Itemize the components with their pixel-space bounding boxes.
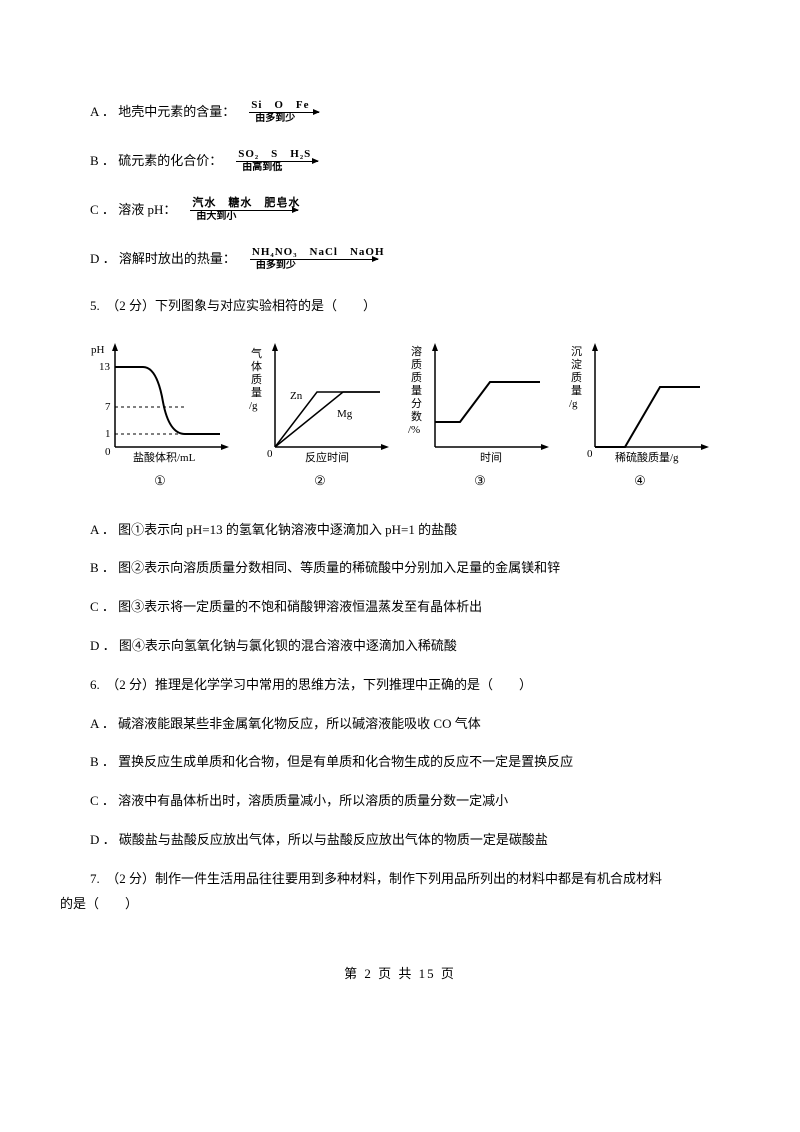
svg-text:量: 量 — [251, 386, 262, 399]
arrow-bottom-b: 由高到低 — [236, 162, 282, 174]
svg-text:/g: /g — [569, 398, 578, 410]
letter: D — [90, 251, 99, 266]
option-c: C ． 溶液 pH： 汽水 糖水 肥皂水 由大到小 — [90, 198, 740, 223]
arrow-bottom-a: 由多到少 — [249, 113, 295, 125]
svg-text:Mg: Mg — [337, 408, 353, 420]
arrow-bottom-d: 由多到少 — [250, 260, 296, 272]
graph-4-tag: ④ — [634, 471, 646, 492]
svg-text:分: 分 — [411, 397, 422, 410]
svg-text:淀: 淀 — [571, 357, 582, 371]
option-b-label: B ． 硫元素的化合价： — [90, 151, 222, 172]
svg-text:数: 数 — [411, 410, 422, 423]
arrow-top-b: SO₂ S H₂S — [236, 149, 311, 160]
graph-2: 气 体 质 量 /g 0 Zn Mg 反应时间 ② — [240, 337, 400, 492]
svg-text:0: 0 — [587, 448, 593, 460]
arrow-bottom-c: 由大到小 — [190, 211, 236, 223]
q6-choice-a: A ． 碱溶液能跟某些非金属氧化物反应，所以碱溶液能吸收 CO 气体 — [90, 714, 740, 735]
option-a: A ． 地壳中元素的含量： Si O Fe 由多到少 — [90, 100, 740, 125]
svg-text:量: 量 — [571, 384, 582, 397]
svg-text:13: 13 — [99, 361, 111, 373]
option-c-label: C ． 溶液 pH： — [90, 200, 176, 221]
svg-text:反应时间: 反应时间 — [305, 450, 349, 464]
svg-text:体: 体 — [251, 359, 262, 373]
q6-choice-d: D ． 碳酸盐与盐酸反应放出气体，所以与盐酸反应放出气体的物质一定是碳酸盐 — [90, 830, 740, 851]
arrow-d: NH₄NO₃ NaCl NaOH 由多到少 — [250, 247, 385, 272]
arrow-line-c — [190, 210, 298, 211]
arrow-top-a: Si O Fe — [249, 100, 309, 111]
q6-choice-c: C ． 溶液中有晶体析出时，溶质质量减小，所以溶质的质量分数一定减小 — [90, 791, 740, 812]
graph-1: pH 13 7 1 0 盐酸体积/mL ① — [80, 337, 240, 492]
text: 溶解时放出的热量： — [119, 251, 236, 266]
text: 地壳中元素的含量： — [118, 104, 235, 119]
svg-text:/%: /% — [408, 424, 420, 436]
q6-choice-b: B ． 置换反应生成单质和化合物，但是有单质和化合物生成的反应不一定是置换反应 — [90, 752, 740, 773]
q6-stem: 6. （2 分）推理是化学学习中常用的思维方法，下列推理中正确的是（ ） — [90, 675, 740, 696]
svg-text:/g: /g — [249, 400, 258, 412]
arrow-c: 汽水 糖水 肥皂水 由大到小 — [190, 198, 300, 223]
letter: C — [90, 202, 99, 217]
svg-text:质: 质 — [411, 358, 422, 371]
arrow-line-a — [249, 112, 319, 113]
svg-text:盐酸体积/mL: 盐酸体积/mL — [133, 450, 196, 464]
letter: A — [90, 104, 99, 119]
arrow-line-d — [250, 259, 378, 260]
svg-text:0: 0 — [267, 448, 273, 460]
svg-text:时间: 时间 — [480, 451, 502, 464]
q7-stem: 7. （2 分）制作一件生活用品往往要用到多种材料，制作下列用品所列出的材料中都… — [90, 869, 740, 890]
svg-text:稀硫酸质量/g: 稀硫酸质量/g — [615, 450, 679, 464]
svg-text:0: 0 — [105, 446, 111, 458]
graph-1-svg: pH 13 7 1 0 盐酸体积/mL — [85, 337, 235, 467]
svg-text:1: 1 — [105, 428, 111, 440]
graph-4-svg: 沉 淀 质 量 /g 0 稀硫酸质量/g — [565, 337, 715, 467]
letter: B — [90, 153, 99, 168]
svg-text:量: 量 — [411, 384, 422, 397]
option-a-label: A ． 地壳中元素的含量： — [90, 102, 235, 123]
page-container: A ． 地壳中元素的含量： Si O Fe 由多到少 B ． 硫元素的化合价： … — [0, 0, 800, 1025]
option-b: B ． 硫元素的化合价： SO₂ S H₂S 由高到低 — [90, 149, 740, 174]
svg-text:沉: 沉 — [571, 345, 582, 358]
q5-stem: 5. （2 分）下列图象与对应实验相符的是（ ） — [90, 296, 740, 317]
svg-text:Zn: Zn — [290, 390, 303, 402]
option-d: D ． 溶解时放出的热量： NH₄NO₃ NaCl NaOH 由多到少 — [90, 247, 740, 272]
graph-3: 溶 质 质 量 分 数 /% 时间 ③ — [400, 337, 560, 492]
svg-text:质: 质 — [251, 373, 262, 386]
svg-text:质: 质 — [411, 371, 422, 384]
arrow-top-d: NH₄NO₃ NaCl NaOH — [250, 247, 385, 258]
graph-2-tag: ② — [314, 471, 326, 492]
svg-text:7: 7 — [105, 401, 111, 413]
q5-choice-b: B ． 图②表示向溶质质量分数相同、等质量的稀硫酸中分别加入足量的金属镁和锌 — [90, 558, 740, 579]
arrow-top-c: 汽水 糖水 肥皂水 — [190, 198, 300, 209]
graph-3-svg: 溶 质 质 量 分 数 /% 时间 — [405, 337, 555, 467]
text: 溶液 pH： — [118, 202, 176, 217]
svg-text:pH: pH — [91, 344, 105, 356]
q5-choice-a: A ． 图①表示向 pH=13 的氢氧化钠溶液中逐滴加入 pH=1 的盐酸 — [90, 520, 740, 541]
arrow-line-b — [236, 161, 318, 162]
page-footer: 第 2 页 共 15 页 — [60, 964, 740, 985]
q5-choice-c: C ． 图③表示将一定质量的不饱和硝酸钾溶液恒温蒸发至有晶体析出 — [90, 597, 740, 618]
arrow-a: Si O Fe 由多到少 — [249, 100, 319, 125]
svg-text:气: 气 — [251, 346, 262, 360]
q5-graphs: pH 13 7 1 0 盐酸体积/mL ① 气 体 质 — [80, 337, 720, 492]
q5-choice-d: D ． 图④表示向氢氧化钠与氯化钡的混合溶液中逐滴加入稀硫酸 — [90, 636, 740, 657]
graph-2-svg: 气 体 质 量 /g 0 Zn Mg 反应时间 — [245, 337, 395, 467]
svg-text:溶: 溶 — [411, 344, 422, 358]
graph-1-tag: ① — [154, 471, 166, 492]
svg-text:质: 质 — [571, 371, 582, 384]
text: 硫元素的化合价： — [118, 153, 222, 168]
arrow-b: SO₂ S H₂S 由高到低 — [236, 149, 318, 174]
option-d-label: D ． 溶解时放出的热量： — [90, 249, 236, 270]
q7-stem2: 的是（ ） — [60, 894, 740, 915]
graph-3-tag: ③ — [474, 471, 486, 492]
graph-4: 沉 淀 质 量 /g 0 稀硫酸质量/g ④ — [560, 337, 720, 492]
